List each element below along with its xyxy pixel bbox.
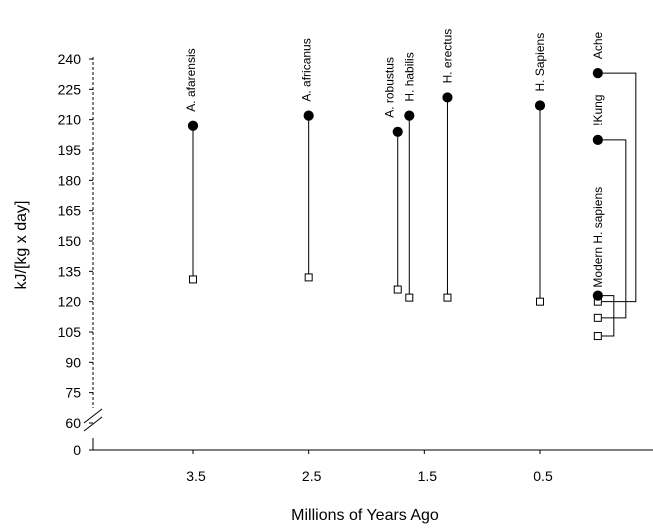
filled-marker [592, 290, 603, 301]
open-marker [443, 293, 452, 302]
y-tick-label: 90 [65, 354, 81, 370]
filled-marker [592, 68, 603, 79]
y-tick-label: 75 [65, 385, 81, 401]
species-label: H. habilis [402, 52, 416, 101]
y-tick-label: 105 [58, 324, 82, 340]
filled-marker [187, 120, 199, 131]
y-tick-label: 150 [58, 233, 82, 249]
x-tick-label: 2.5 [302, 468, 322, 484]
series-layer: A. afarensis A. africanus A. robustus H. ha… [184, 29, 637, 341]
axis-break-mark [83, 416, 103, 432]
open-marker [536, 297, 544, 306]
open-marker [405, 293, 414, 302]
y-tick-label: 210 [58, 112, 82, 128]
filled-marker [404, 110, 415, 121]
x-tick-label: 1.5 [418, 468, 438, 484]
y-tick-label: 195 [58, 142, 82, 158]
open-marker [304, 273, 313, 282]
axes: 0 60 75 90 105 120 135 150 165 180 195 210 225 240 3.5… [58, 51, 653, 484]
bracket-connector [601, 72, 637, 303]
y-tick-label: 240 [58, 51, 82, 67]
bracket-connector [601, 139, 627, 319]
filled-marker [442, 92, 453, 103]
bracket-connector [601, 295, 615, 337]
x-tick-label: 3.5 [186, 468, 206, 484]
filled-marker [592, 134, 603, 145]
filled-marker [534, 100, 546, 111]
open-marker [189, 275, 197, 284]
y-tick-label: 0 [73, 442, 81, 458]
y-tick-label: 225 [58, 81, 82, 97]
y-tick-label: 120 [58, 294, 82, 310]
species-label: H. Sapiens [533, 33, 547, 92]
open-marker [593, 332, 602, 341]
species-label: A. afarensis [184, 48, 198, 111]
species-label: A. robustus [383, 57, 397, 118]
y-tick-label: 180 [58, 172, 82, 188]
species-label: !Kung [591, 95, 605, 126]
y-tick-label: 165 [58, 203, 82, 219]
open-marker [593, 313, 602, 322]
y-tick-label: 60 [65, 415, 81, 431]
y-tick-label: 135 [58, 263, 82, 279]
filled-marker [303, 110, 314, 121]
x-axis-title: Millions of Years Ago [291, 507, 439, 524]
filled-marker [392, 126, 403, 137]
species-label: H. erectus [440, 29, 454, 84]
y-axis-title: kJ/[kg x day] [13, 201, 30, 290]
species-label: A. africanus [300, 38, 314, 101]
species-label: Ache [591, 31, 605, 59]
open-marker [393, 285, 402, 294]
species-label: Modern H. sapiens [591, 187, 605, 288]
axis-break-mark [83, 408, 103, 424]
x-tick-label: 0.5 [533, 468, 553, 484]
